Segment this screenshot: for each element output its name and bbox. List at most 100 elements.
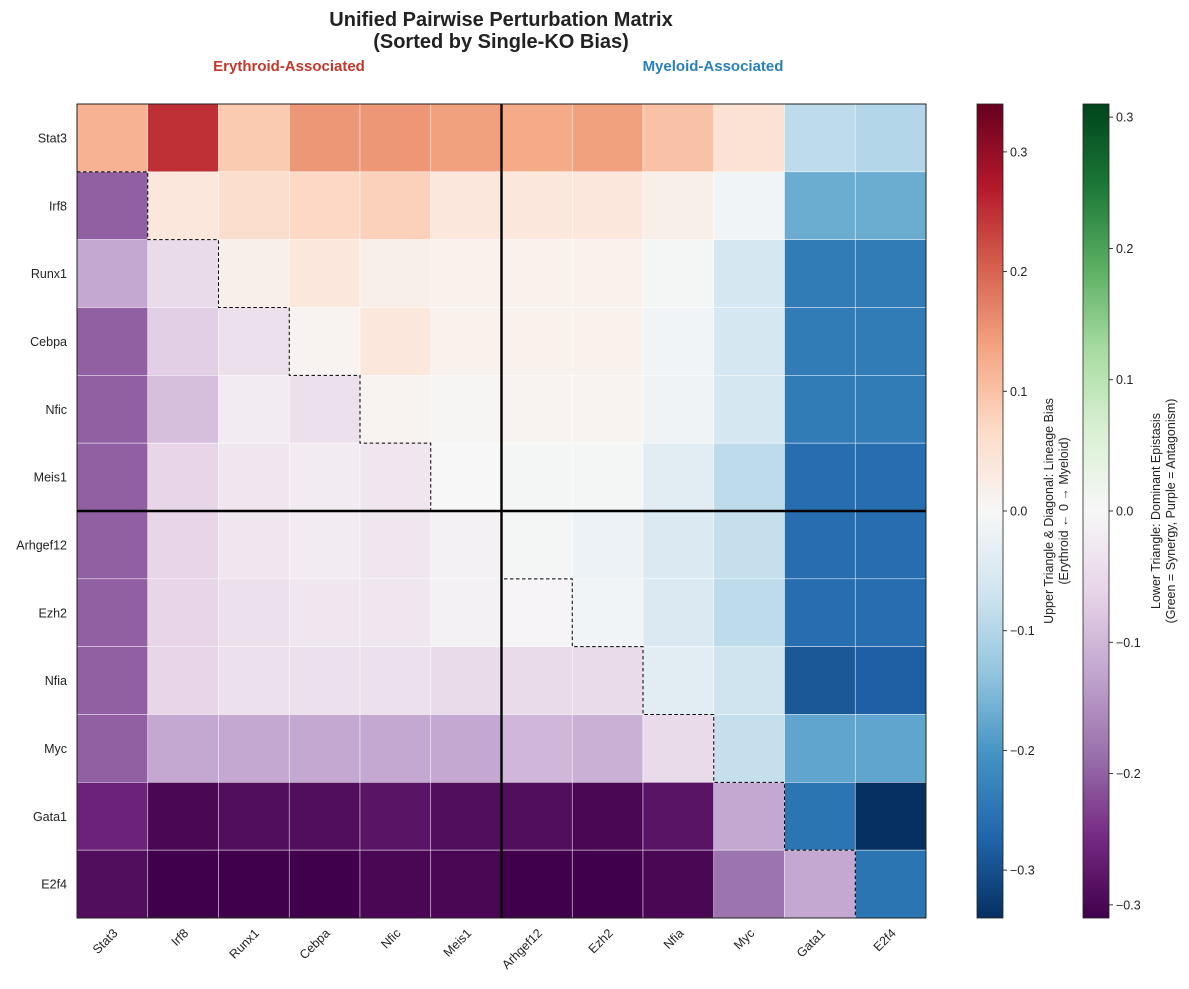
heatmap-cell-ezh2-arhgef12 bbox=[501, 578, 573, 647]
heatmap-cell-ezh2-e2f4 bbox=[854, 578, 927, 647]
heatmap-cell-stat3-gata1 bbox=[784, 103, 856, 173]
heatmap-cell-gata1-arhgef12 bbox=[501, 782, 573, 851]
lineage-bias-colorbar-tick-label: −0.3 bbox=[1010, 864, 1035, 878]
heatmap-cell-arhgef12-myc bbox=[713, 510, 785, 580]
heatmap-cell-runx1-cebpa bbox=[288, 239, 361, 308]
y-tick-label-ezh2: Ezh2 bbox=[39, 606, 68, 620]
x-tick-label-stat3: Stat3 bbox=[90, 926, 121, 957]
x-tick-label-ezh2: Ezh2 bbox=[586, 926, 616, 956]
heatmap-cell-stat3-arhgef12 bbox=[501, 103, 573, 173]
heatmap-cell-myc-nfia bbox=[642, 714, 715, 783]
heatmap-cell-cebpa-gata1 bbox=[784, 307, 856, 376]
heatmap-cell-irf8-irf8 bbox=[147, 171, 219, 240]
heatmap-cell-arhgef12-gata1 bbox=[784, 510, 856, 580]
heatmap-cell-runx1-e2f4 bbox=[854, 239, 927, 308]
y-tick-label-runx1: Runx1 bbox=[31, 267, 67, 281]
heatmap-cell-nfic-ezh2 bbox=[571, 375, 644, 444]
y-tick-label-nfia: Nfia bbox=[45, 674, 67, 688]
heatmap-cell-ezh2-irf8 bbox=[147, 578, 219, 647]
heatmap-cell-stat3-cebpa bbox=[288, 103, 361, 173]
heatmap-cell-nfia-ezh2 bbox=[571, 646, 644, 715]
y-tick-label-gata1: Gata1 bbox=[33, 810, 67, 824]
heatmap-cell-arhgef12-nfia bbox=[642, 510, 715, 580]
heatmap-cell-ezh2-cebpa bbox=[288, 578, 361, 647]
heatmap-cell-myc-gata1 bbox=[784, 714, 856, 783]
heatmap-cell-cebpa-cebpa bbox=[288, 307, 361, 376]
heatmap-cell-nfia-nfia bbox=[642, 646, 715, 715]
heatmap-cell-cebpa-nfic bbox=[359, 307, 432, 376]
chart-title-line-1: Unified Pairwise Perturbation Matrix bbox=[329, 9, 672, 31]
heatmap-cell-myc-irf8 bbox=[147, 714, 219, 783]
heatmap-cell-gata1-stat3 bbox=[76, 782, 149, 851]
heatmap-cell-stat3-ezh2 bbox=[571, 103, 644, 173]
heatmap-cell-arhgef12-e2f4 bbox=[854, 510, 927, 580]
heatmap-cell-e2f4-irf8 bbox=[147, 849, 219, 919]
epistasis-colorbar-tick-label: 0.2 bbox=[1116, 242, 1133, 256]
heatmap-cell-stat3-irf8 bbox=[147, 103, 219, 173]
heatmap-cell-nfia-e2f4 bbox=[854, 646, 927, 715]
heatmap-cell-irf8-nfia bbox=[642, 171, 715, 240]
heatmap-cell-myc-cebpa bbox=[288, 714, 361, 783]
heatmap-cell-nfic-gata1 bbox=[784, 375, 856, 444]
heatmap-cell-cebpa-irf8 bbox=[147, 307, 219, 376]
x-tick-label-irf8: Irf8 bbox=[169, 926, 192, 949]
heatmap-cell-gata1-myc bbox=[713, 782, 785, 851]
heatmap-border bbox=[76, 103, 927, 919]
heatmap-cell-nfic-nfia bbox=[642, 375, 715, 444]
heatmap-cell-myc-ezh2 bbox=[571, 714, 644, 783]
heatmap-cell-irf8-meis1 bbox=[430, 171, 502, 240]
heatmap-cell-irf8-stat3 bbox=[76, 171, 149, 240]
lineage-bias-colorbar-tick-label: 0.0 bbox=[1010, 505, 1027, 519]
heatmap-cell-meis1-e2f4 bbox=[854, 442, 927, 512]
heatmap-cell-nfia-meis1 bbox=[430, 646, 502, 715]
group-label-myeloid: Myeloid-Associated bbox=[643, 58, 784, 75]
heatmap-cell-irf8-gata1 bbox=[784, 171, 856, 240]
y-tick-label-arhgef12: Arhgef12 bbox=[16, 538, 67, 552]
heatmap-cell-ezh2-ezh2 bbox=[571, 578, 644, 647]
epistasis-colorbar-tick-label: 0.3 bbox=[1116, 111, 1133, 125]
heatmap-cell-irf8-myc bbox=[713, 171, 785, 240]
y-tick-label-stat3: Stat3 bbox=[38, 131, 67, 145]
lineage-bias-colorbar-label-line-2: (Erythroid ← 0 → Myeloid) bbox=[1057, 437, 1071, 584]
heatmap-cell-ezh2-meis1 bbox=[430, 578, 502, 647]
heatmap-cell-cebpa-arhgef12 bbox=[501, 307, 573, 376]
heatmap-cell-meis1-runx1 bbox=[218, 442, 290, 512]
heatmap-cell-nfic-e2f4 bbox=[854, 375, 927, 444]
heatmap-cell-nfic-myc bbox=[713, 375, 785, 444]
heatmap-cell-arhgef12-runx1 bbox=[218, 510, 290, 580]
heatmap-cell-myc-myc bbox=[713, 714, 785, 783]
heatmap-cell-e2f4-nfic bbox=[359, 849, 432, 919]
heatmap-cell-gata1-runx1 bbox=[218, 782, 290, 851]
heatmap-cell-arhgef12-cebpa bbox=[288, 510, 361, 580]
heatmap-cell-nfia-runx1 bbox=[218, 646, 290, 715]
heatmap-cell-arhgef12-meis1 bbox=[430, 510, 502, 580]
heatmap-cell-nfic-runx1 bbox=[218, 375, 290, 444]
heatmap-cell-meis1-nfic bbox=[359, 442, 432, 512]
heatmap-cell-meis1-irf8 bbox=[147, 442, 219, 512]
lineage-bias-colorbar-bar bbox=[976, 103, 1004, 919]
heatmap-cell-cebpa-stat3 bbox=[76, 307, 149, 376]
heatmap-cell-stat3-stat3 bbox=[76, 103, 149, 173]
lineage-bias-colorbar-tick-label: 0.2 bbox=[1010, 265, 1027, 279]
heatmap-cell-meis1-meis1 bbox=[430, 442, 502, 512]
lineage-bias-colorbar-label-line-1: Upper Triangle & Diagonal: Lineage Bias bbox=[1042, 398, 1056, 624]
y-tick-label-e2f4: E2f4 bbox=[41, 878, 67, 892]
heatmap-cell-meis1-ezh2 bbox=[571, 442, 644, 512]
heatmap-cell-cebpa-e2f4 bbox=[854, 307, 927, 376]
x-tick-label-cebpa: Cebpa bbox=[297, 926, 333, 962]
epistasis-colorbar-label-line-1: Lower Triangle: Dominant Epistasis bbox=[1149, 413, 1163, 609]
heatmap-cell-e2f4-nfia bbox=[642, 849, 715, 919]
heatmap-cell-nfic-cebpa bbox=[288, 375, 361, 444]
heatmap-cell-gata1-ezh2 bbox=[571, 782, 644, 851]
heatmap-cell-e2f4-arhgef12 bbox=[501, 849, 573, 919]
heatmap-cell-runx1-ezh2 bbox=[571, 239, 644, 308]
heatmap-cell-meis1-cebpa bbox=[288, 442, 361, 512]
heatmap-cell-cebpa-myc bbox=[713, 307, 785, 376]
heatmap-cell-gata1-meis1 bbox=[430, 782, 502, 851]
heatmap-cell-nfia-arhgef12 bbox=[501, 646, 573, 715]
heatmap-cell-myc-stat3 bbox=[76, 714, 149, 783]
heatmap-cell-ezh2-gata1 bbox=[784, 578, 856, 647]
heatmap-cell-irf8-nfic bbox=[359, 171, 432, 240]
